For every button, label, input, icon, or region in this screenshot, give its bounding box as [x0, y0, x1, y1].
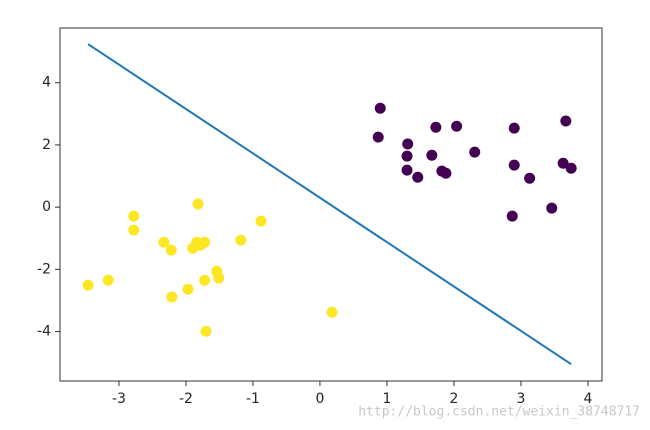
- point: [546, 202, 558, 214]
- point: [565, 162, 577, 174]
- point: [506, 210, 518, 222]
- point: [524, 172, 536, 184]
- x-tick-label: 4: [583, 391, 592, 407]
- point: [200, 325, 212, 337]
- point: [199, 274, 211, 286]
- x-tick-label: 1: [382, 391, 391, 407]
- point: [440, 167, 452, 179]
- x-tick-label: 0: [315, 391, 324, 407]
- point: [402, 138, 414, 150]
- point: [401, 164, 413, 176]
- point: [412, 171, 424, 183]
- point: [235, 234, 247, 246]
- x-tick-label: 2: [449, 391, 458, 407]
- point: [374, 102, 386, 114]
- point: [213, 272, 225, 284]
- point: [158, 236, 170, 248]
- point: [128, 224, 140, 236]
- point: [255, 215, 267, 227]
- point: [166, 291, 178, 303]
- y-tick-label: -4: [37, 324, 51, 340]
- x-tick-label: -3: [112, 391, 126, 407]
- y-tick-label: 4: [42, 75, 51, 91]
- point: [192, 198, 204, 210]
- point: [557, 157, 569, 169]
- point: [82, 279, 94, 291]
- point: [430, 121, 442, 133]
- plot-frame: [59, 27, 603, 382]
- point: [182, 283, 194, 295]
- x-tick-label: -2: [179, 391, 193, 407]
- point: [165, 244, 177, 256]
- point: [128, 210, 140, 222]
- point: [102, 274, 114, 286]
- point: [426, 149, 438, 161]
- x-tick-label: -1: [246, 391, 260, 407]
- line: [87, 43, 572, 366]
- x-tick-label: 3: [516, 391, 525, 407]
- point: [560, 115, 572, 127]
- point: [451, 120, 463, 132]
- y-tick-label: -2: [37, 261, 51, 277]
- point: [469, 146, 481, 158]
- point: [508, 122, 520, 134]
- point: [199, 236, 211, 248]
- y-tick-label: 0: [42, 199, 51, 215]
- point: [401, 150, 413, 162]
- point: [508, 159, 520, 171]
- y-tick-label: 2: [42, 137, 51, 153]
- point: [326, 306, 338, 318]
- point: [372, 131, 384, 143]
- watermark: http://blog.csdn.net/weixin_38748717: [358, 405, 640, 420]
